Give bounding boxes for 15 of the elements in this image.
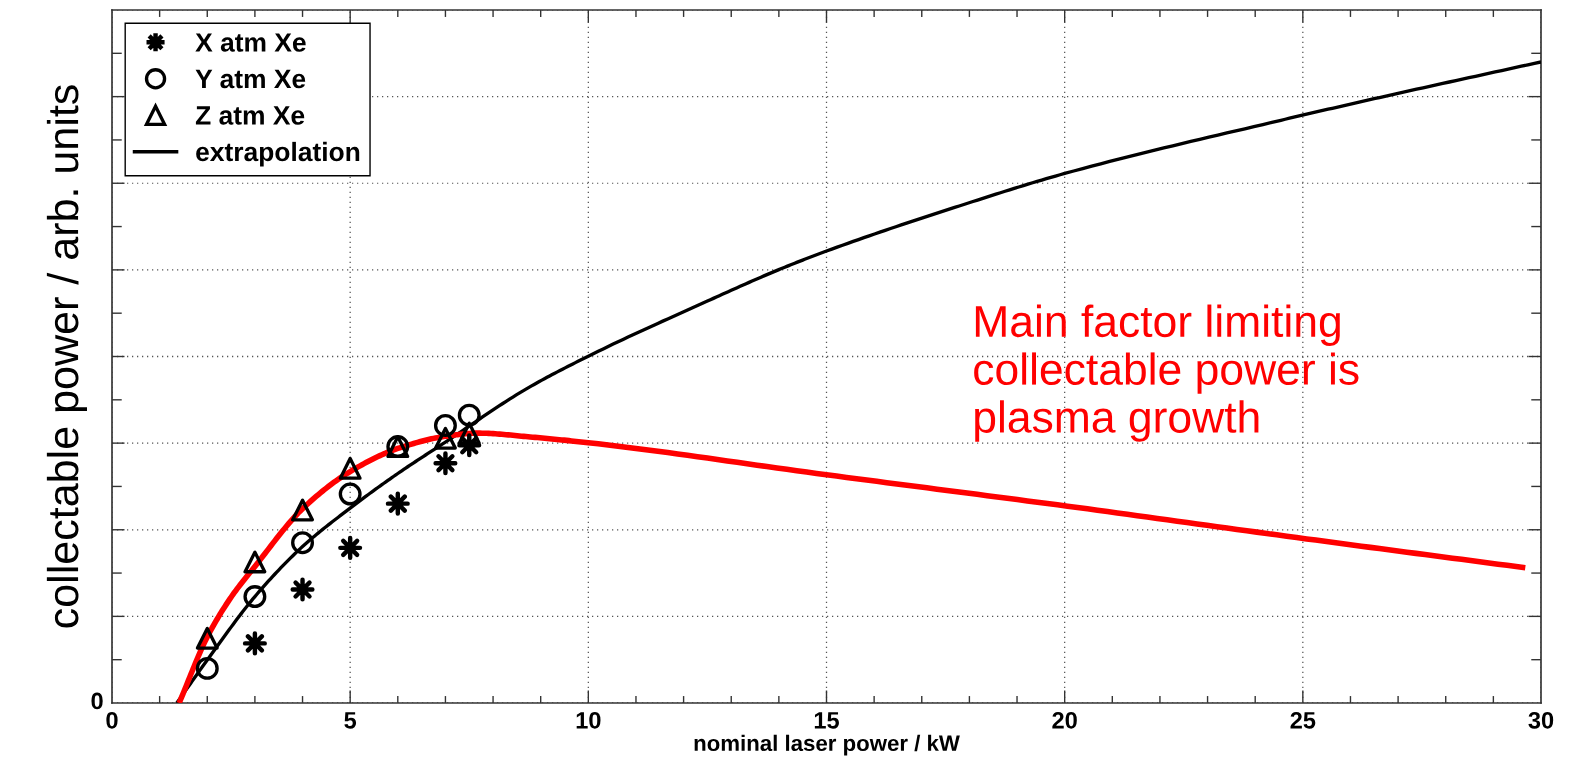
x-tick-label: 25 [1290, 711, 1316, 729]
legend-label: Y atm Xe [195, 69, 306, 89]
y-axis-title: collectable power / arb. units [46, 85, 87, 628]
x-tick-label: 0 [106, 711, 118, 729]
text: 0 [91, 692, 103, 710]
x-tick-label: 10 [576, 711, 601, 729]
x-tick-label: 5 [344, 712, 357, 729]
x-axis-title: nominal laser power / kW [694, 734, 960, 756]
x-tick-label: 30 [1528, 711, 1554, 729]
annotation: Main factor limiting collectable power is plasma growth [974, 304, 1359, 442]
legend-label: extrapolation [196, 141, 360, 167]
legend-label: X atm Xe [195, 33, 306, 52]
x-tick-label: 15 [814, 712, 839, 729]
legend-label: Z atm Xe [195, 106, 305, 125]
x-tick-label: 20 [1052, 711, 1077, 729]
